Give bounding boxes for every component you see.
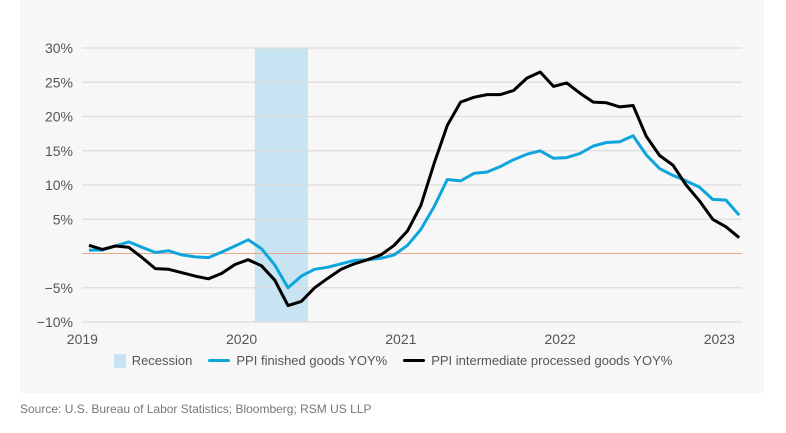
y-tick-label: 10%	[45, 177, 73, 193]
y-tick-label: 15%	[45, 143, 73, 159]
legend-label: PPI intermediate processed goods YOY%	[431, 353, 673, 368]
x-tick-label: 2023	[704, 331, 735, 347]
line-chart: 30% 25% 20% 15% 10% 5% −5% −10%2019 2020 2021 2022…	[37, 40, 742, 347]
y-tick-label: 20%	[45, 109, 73, 125]
x-tick-label: 2019	[67, 331, 98, 347]
x-tick-label: 2020	[226, 331, 257, 347]
intermediate-goods-swatch	[403, 359, 426, 362]
y-tick-label: −10%	[37, 314, 73, 330]
y-tick-label: 5%	[53, 211, 73, 227]
source-note: Source: U.S. Bureau of Labor Statistics;…	[20, 402, 372, 416]
finished-goods-swatch	[208, 359, 231, 362]
legend: Recession PPI finished goods YOY% PPI in…	[0, 353, 786, 368]
chart-panel	[20, 0, 764, 393]
recession-swatch	[113, 353, 126, 368]
y-tick-label: 30%	[45, 40, 73, 56]
intermediate-goods-line	[88, 70, 741, 308]
y-tick-label: 25%	[45, 74, 73, 90]
legend-item-finished-goods: PPI finished goods YOY%	[208, 353, 387, 368]
x-tick-label: 2022	[545, 331, 576, 347]
legend-label: Recession	[131, 353, 193, 368]
x-tick-label: 2021	[385, 331, 416, 347]
legend-item-recession: Recession	[113, 353, 193, 368]
y-tick-label: −5%	[45, 280, 73, 296]
legend-item-intermediate-goods: PPI intermediate processed goods YOY%	[403, 353, 672, 368]
finished-goods-line	[89, 134, 741, 290]
legend-label: PPI finished goods YOY%	[236, 353, 388, 368]
